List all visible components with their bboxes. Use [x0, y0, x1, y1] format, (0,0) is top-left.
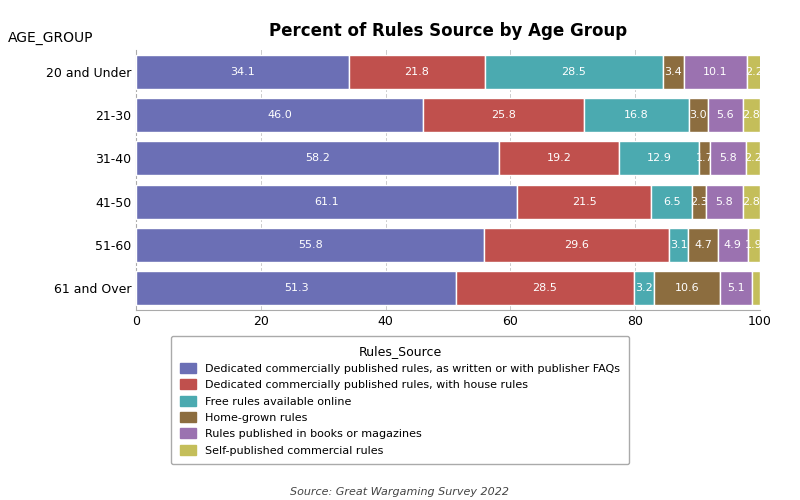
Bar — [651, 185, 692, 218]
Bar — [692, 185, 706, 218]
Bar — [752, 272, 760, 305]
Text: 2.3: 2.3 — [690, 196, 708, 206]
Text: 5.8: 5.8 — [719, 154, 737, 164]
Bar — [710, 142, 746, 175]
Bar — [619, 142, 699, 175]
Text: 3.0: 3.0 — [690, 110, 707, 120]
Bar — [688, 228, 718, 262]
Text: 29.6: 29.6 — [564, 240, 589, 250]
Bar — [684, 55, 747, 88]
Bar — [136, 228, 484, 262]
Text: 5.6: 5.6 — [716, 110, 734, 120]
Text: 28.5: 28.5 — [562, 66, 586, 76]
Bar — [742, 185, 760, 218]
Text: 21.8: 21.8 — [404, 66, 430, 76]
Bar — [485, 55, 662, 88]
Text: 46.0: 46.0 — [267, 110, 292, 120]
Bar — [720, 272, 752, 305]
Bar — [136, 55, 349, 88]
Text: 1.7: 1.7 — [696, 154, 714, 164]
Text: 2.2: 2.2 — [745, 66, 762, 76]
Text: 25.8: 25.8 — [491, 110, 516, 120]
Bar — [484, 228, 669, 262]
Bar — [707, 98, 742, 132]
Text: 5.8: 5.8 — [715, 196, 734, 206]
Bar — [654, 272, 720, 305]
Bar — [456, 272, 634, 305]
Bar — [349, 55, 485, 88]
Text: 55.8: 55.8 — [298, 240, 322, 250]
Text: AGE_GROUP: AGE_GROUP — [8, 31, 94, 45]
Text: 4.9: 4.9 — [724, 240, 742, 250]
Bar — [136, 272, 456, 305]
Text: 12.9: 12.9 — [646, 154, 672, 164]
Text: 6.5: 6.5 — [663, 196, 681, 206]
Bar — [748, 228, 760, 262]
Text: 28.5: 28.5 — [533, 284, 558, 294]
Text: 10.6: 10.6 — [674, 284, 699, 294]
Bar — [742, 98, 760, 132]
Bar — [584, 98, 689, 132]
Bar — [499, 142, 619, 175]
Bar — [662, 55, 684, 88]
Text: 2.8: 2.8 — [742, 196, 760, 206]
Text: 2.2: 2.2 — [744, 154, 762, 164]
Text: 10.1: 10.1 — [703, 66, 728, 76]
Text: 5.1: 5.1 — [727, 284, 745, 294]
Bar — [136, 142, 499, 175]
Bar — [689, 98, 707, 132]
Text: 2.8: 2.8 — [742, 110, 760, 120]
Bar — [669, 228, 688, 262]
Bar — [634, 272, 654, 305]
Text: 21.5: 21.5 — [572, 196, 597, 206]
Bar — [747, 55, 761, 88]
Text: 51.3: 51.3 — [284, 284, 308, 294]
Text: 1.9: 1.9 — [745, 240, 763, 250]
Bar — [706, 185, 742, 218]
Bar — [136, 185, 518, 218]
Bar — [746, 142, 760, 175]
Text: 3.1: 3.1 — [670, 240, 687, 250]
Legend: Dedicated commercially published rules, as written or with publisher FAQs, Dedic: Dedicated commercially published rules, … — [171, 336, 629, 464]
Text: Source: Great Wargaming Survey 2022: Source: Great Wargaming Survey 2022 — [290, 487, 510, 497]
Title: Percent of Rules Source by Age Group: Percent of Rules Source by Age Group — [269, 22, 627, 40]
Text: 19.2: 19.2 — [546, 154, 571, 164]
Text: 58.2: 58.2 — [305, 154, 330, 164]
Bar — [136, 98, 423, 132]
Bar — [718, 228, 748, 262]
Bar — [699, 142, 710, 175]
X-axis label: PERCENT: PERCENT — [416, 336, 480, 350]
Text: 3.4: 3.4 — [664, 66, 682, 76]
Text: 16.8: 16.8 — [624, 110, 649, 120]
Bar — [423, 98, 584, 132]
Text: 61.1: 61.1 — [314, 196, 339, 206]
Text: 3.2: 3.2 — [635, 284, 653, 294]
Text: 34.1: 34.1 — [230, 66, 254, 76]
Text: 4.7: 4.7 — [694, 240, 712, 250]
Bar — [518, 185, 651, 218]
